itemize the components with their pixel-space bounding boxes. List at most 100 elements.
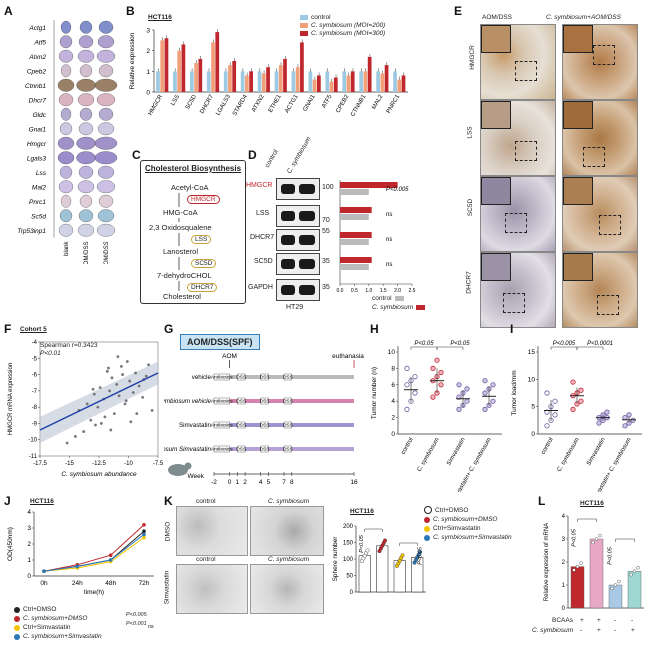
ihc-roi: [597, 295, 619, 315]
bar: [350, 71, 355, 92]
scatter-point: [116, 355, 120, 359]
bar: [380, 73, 385, 92]
western-blot: HMGCR LSS DHCR7 SC5D GAPDH 100 70 55 35 …: [246, 178, 346, 311]
y-tick-label: -8: [32, 405, 38, 411]
scatter-point: [125, 360, 129, 363]
sphere-col-header: C. symbiosum: [268, 498, 310, 505]
scatter-point: [82, 430, 86, 433]
legend-item: C. symbiosum (MOI=200): [311, 22, 386, 29]
violin-shape: [96, 180, 116, 194]
dot-plot-h: 0 2 4 6 8 10 Tumor number (n) control C. symbios…: [368, 330, 508, 504]
bar: [627, 570, 642, 609]
x-tick-label: -12.5: [92, 461, 106, 467]
scatter-point: [105, 369, 109, 373]
pathway-step: HMG-CoA: [163, 208, 198, 217]
antibiotics-box: [213, 445, 230, 453]
ihc-roi: [503, 293, 525, 313]
data-point: [610, 586, 614, 591]
ihc-image: [480, 24, 556, 100]
blot-row-label: HMGCR: [246, 182, 273, 189]
bar-chart-k: 0 50 100 150 200 Sphere number P<0.05 P<0.05: [330, 514, 440, 610]
y-tick-label: 15: [528, 349, 536, 356]
blot-lane: [276, 178, 320, 200]
y-axis-label: Sphere number: [332, 536, 339, 582]
y-tick-label: 0: [146, 90, 150, 97]
blot-band: [281, 184, 295, 194]
y-tick-label: 10: [388, 349, 396, 356]
y-tick-label: 2: [562, 560, 566, 566]
ihc-inset: [481, 253, 511, 281]
violin-shape: [58, 180, 74, 194]
bar: [340, 264, 369, 270]
bar: [340, 257, 372, 263]
antibiotics-box: [213, 397, 230, 405]
legend-item: control: [311, 14, 331, 21]
x-tick-label: 1.0: [365, 288, 372, 294]
data-point: [434, 357, 440, 363]
segment-label: DSS: [260, 423, 270, 429]
enzyme-dhcr7: DHCR7: [187, 283, 218, 292]
x-axis-label: C. symbiosum abundance: [61, 471, 137, 478]
x-tick-label: -7.5: [153, 461, 164, 467]
bar: [295, 67, 300, 92]
x-tick-label: ACTG1: [284, 93, 300, 114]
bar-chart-b: 0 1 2 3 Relative expression HMGCR LSS SC5D DHCR7…: [126, 20, 416, 140]
panel-l-row-label: BCAAs: [552, 617, 573, 624]
ihc-inset: [481, 25, 511, 53]
significance-label: P<0.05: [608, 546, 614, 565]
legend-j: Ctrl+DMSO C. symbiosum+DMSO Ctrl+Simvast…: [14, 606, 134, 640]
blot-lane: [276, 279, 320, 301]
panel-label-b: B: [126, 4, 135, 18]
panel-f-stat: P<0.01: [40, 350, 61, 357]
legend-marker: [14, 606, 20, 613]
violin-shape: [78, 165, 94, 179]
bar: [340, 214, 369, 220]
data-point: [456, 394, 462, 400]
kda-marker: 35: [322, 284, 330, 291]
enzyme-sc5d: SC5D: [191, 259, 217, 268]
violin-shape: [59, 35, 73, 49]
y-tick-label: 0: [27, 573, 31, 580]
x-tick-label: 0.5: [351, 288, 358, 294]
series-point: [142, 532, 146, 537]
series-point: [142, 523, 146, 527]
bar: [274, 71, 279, 92]
bar: [397, 79, 402, 92]
panel-j-pval: P<0.001: [126, 621, 147, 627]
sphere-row-label: Simvastatin: [163, 570, 171, 605]
dot-plot-i: 0 5 10 15 Tumor load/mm control C. symbiosum Si…: [508, 330, 648, 504]
ihc-inset: [563, 101, 593, 129]
legend-item: C. symbiosum+Simvastatin: [433, 534, 512, 541]
scatter-point: [91, 387, 95, 391]
ihc-roi: [515, 141, 537, 161]
data-point: [404, 382, 410, 388]
bar: [156, 71, 160, 92]
x-tick-label: DHCR7: [199, 93, 215, 114]
blot-band: [299, 184, 315, 194]
blot-col-control: control: [263, 148, 280, 169]
y-tick-label: -9: [32, 421, 38, 427]
y-tick-label: -6: [32, 373, 38, 379]
dss-box: [283, 373, 292, 381]
panel-l-sign: +: [597, 617, 601, 624]
kda-marker: 70: [322, 217, 330, 224]
panel-l-cell-line: HCT116: [580, 500, 604, 507]
scatter-point: [99, 422, 103, 425]
y-tick-label: 2: [146, 48, 150, 55]
week-tick-label: 7: [282, 479, 286, 486]
bar: [340, 207, 372, 213]
legend-item: Ctrl+Simvastatin: [433, 525, 481, 532]
significance-bracket: [576, 346, 604, 350]
ihc-row-label: HMGCR: [468, 45, 476, 70]
violin-shape: [97, 209, 115, 223]
data-point: [579, 561, 583, 565]
data-point: [613, 583, 618, 587]
bar-chart-l: 0 1 2 3 4 Relative expression of mRNA P<0.05 P<…: [538, 504, 650, 614]
x-tick-label: 1.5: [380, 288, 387, 294]
pathway-title: Cholesterol Biosynthesis: [145, 164, 242, 173]
ihc-col-header: AOM/DSS: [482, 14, 512, 21]
scatter-point: [110, 376, 114, 380]
bar: [340, 239, 369, 245]
panel-l-sign: -: [580, 627, 583, 634]
significance-label: P<0.05: [414, 341, 434, 347]
